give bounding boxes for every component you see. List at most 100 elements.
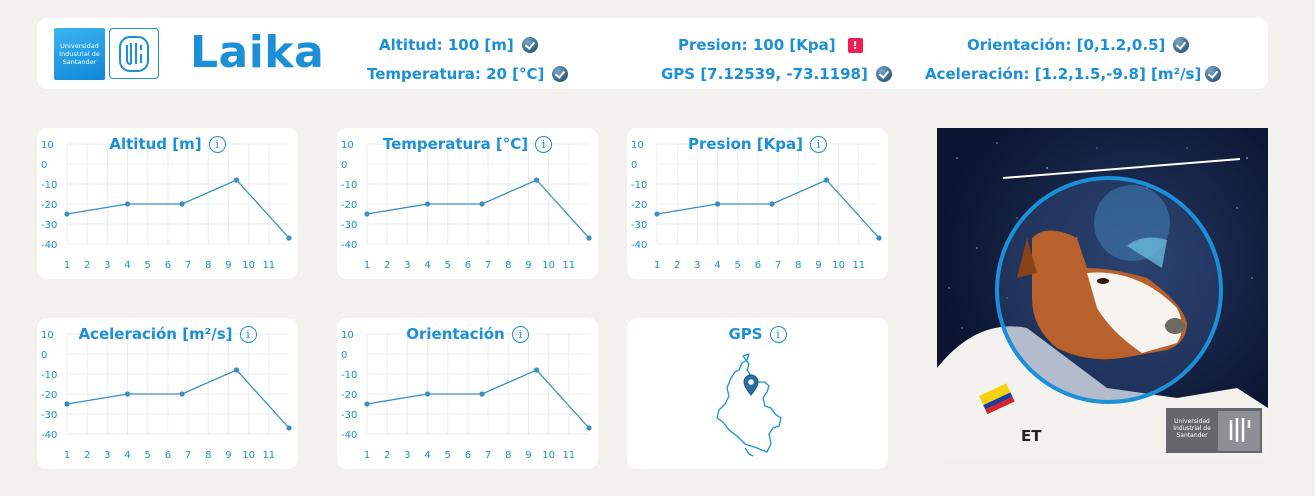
x-tick-label: 2: [674, 260, 680, 271]
status-altitud-label: Altitud: 100 [m]: [379, 36, 514, 54]
status-aceleracion-label: Aceleración: [1.2,1.5,-9.8] [m²/s]: [925, 65, 1202, 83]
y-tick-label: -10: [41, 180, 57, 191]
data-point: [479, 391, 485, 397]
y-tick-label: -40: [631, 240, 647, 251]
chart-card-altitud: 10 0 -10 -20 -30 -40 1 2 3 4 5 6 7 8 9 10 11 Altitud [m]…: [37, 128, 298, 279]
status-temperatura-label: Temperatura: 20 [°C]: [367, 65, 545, 83]
data-point: [179, 201, 185, 207]
info-icon[interactable]: i: [535, 136, 553, 153]
data-point: [769, 201, 775, 207]
chart-title: Aceleración [m²/s] i: [37, 325, 298, 343]
chart-altitud: 10 0 -10 -20 -30 -40 1 2 3 4 5 6 7 8 9 10 11: [41, 140, 292, 271]
x-tick-label: 10: [832, 260, 845, 271]
y-tick-label: -30: [341, 410, 357, 421]
chart-orientacion: 10 0 -10 -20 -30 -40 1 2 3 4 5 6 7 8 9 10 11: [341, 330, 592, 461]
check-icon: [1173, 37, 1190, 53]
x-tick-label: 3: [404, 450, 410, 461]
x-tick-label: 10: [542, 450, 555, 461]
y-tick-label: 0: [341, 160, 347, 171]
data-point: [179, 391, 185, 397]
y-tick-label: 0: [41, 160, 47, 171]
app-title: Laika: [190, 27, 325, 78]
status-presion: Presion: 100 [Kpa] !: [678, 36, 863, 54]
check-icon: [875, 66, 892, 82]
y-tick-label: -30: [341, 220, 357, 231]
series-line: [656, 179, 880, 239]
chart-card-orientacion: 10 0 -10 -20 -30 -40 1 2 3 4 5 6 7 8 9 10 11 Orientación…: [337, 318, 598, 469]
laika-astronaut-image: ET Universidad Industrial de Santander: [937, 128, 1268, 459]
chart-title: Temperatura [°C] i: [337, 135, 598, 153]
info-icon[interactable]: i: [810, 136, 828, 153]
alert-icon: !: [847, 37, 863, 53]
x-tick-label: 6: [165, 450, 171, 461]
x-tick-label: 9: [815, 260, 821, 271]
chart-temperatura: 10 0 -10 -20 -30 -40 1 2 3 4 5 6 7 8 9 10 11: [341, 140, 592, 271]
series-line: [366, 369, 590, 429]
y-tick-label: -40: [41, 430, 57, 441]
gps-card: GPS i: [627, 318, 888, 469]
x-tick-label: 4: [714, 260, 720, 271]
chart-aceleracion: 10 0 -10 -20 -30 -40 1 2 3 4 5 6 7 8 9 10 11: [41, 330, 292, 461]
x-tick-label: 5: [145, 260, 151, 271]
info-icon[interactable]: i: [208, 136, 226, 153]
y-tick-label: -20: [631, 200, 647, 211]
x-tick-label: 1: [654, 260, 660, 271]
chart-card-aceleracion: 10 0 -10 -20 -30 -40 1 2 3 4 5 6 7 8 9 10 11 Aceleración…: [37, 318, 298, 469]
x-tick-label: 7: [485, 260, 491, 271]
y-tick-label: 10: [631, 140, 644, 151]
status-aceleracion: Aceleración: [1.2,1.5,-9.8] [m²/s]: [925, 65, 1222, 83]
info-icon[interactable]: i: [239, 326, 257, 343]
chart-title: GPS i: [627, 325, 888, 343]
y-tick-label: -40: [341, 240, 357, 251]
et-patch-text: ET: [1021, 427, 1042, 445]
colombia-map-icon[interactable]: [709, 348, 789, 462]
x-tick-label: 2: [84, 260, 90, 271]
x-tick-label: 1: [64, 450, 70, 461]
data-point: [586, 425, 592, 431]
x-tick-label: 5: [145, 450, 151, 461]
data-point: [424, 391, 431, 397]
x-tick-label: 1: [364, 450, 370, 461]
x-tick-label: 8: [205, 450, 211, 461]
x-tick-label: 5: [445, 260, 451, 271]
check-icon: [521, 37, 538, 53]
location-pin-icon[interactable]: [743, 374, 759, 396]
x-tick-label: 7: [485, 450, 491, 461]
data-point: [364, 211, 370, 217]
y-tick-label: -30: [41, 410, 57, 421]
series-line: [66, 369, 290, 429]
y-tick-label: 0: [41, 350, 47, 361]
data-point: [124, 201, 131, 207]
y-tick-label: -20: [341, 200, 357, 211]
university-logo: Universidad Industrial de Santander: [54, 28, 105, 80]
chart-title: Presion [Kpa] i: [627, 135, 888, 153]
series-line: [66, 179, 290, 239]
info-icon[interactable]: i: [511, 326, 529, 343]
x-tick-label: 2: [84, 450, 90, 461]
x-tick-label: 1: [364, 260, 370, 271]
chart-title-text: Orientación: [406, 325, 505, 343]
y-tick-label: -30: [41, 220, 57, 231]
x-tick-label: 4: [424, 260, 430, 271]
chart-title-text: Aceleración [m²/s]: [78, 325, 233, 343]
data-point: [64, 401, 70, 407]
chart-title-text: Altitud [m]: [109, 135, 202, 153]
badge-text: Universidad Industrial de Santander: [1173, 418, 1211, 439]
y-tick-label: -20: [41, 390, 57, 401]
x-tick-label: 4: [424, 450, 430, 461]
data-point: [654, 211, 660, 217]
x-tick-label: 4: [124, 260, 130, 271]
y-tick-label: 10: [41, 330, 54, 341]
chart-title: Altitud [m] i: [37, 135, 298, 153]
y-tick-label: 0: [631, 160, 637, 171]
x-tick-label: 3: [104, 450, 110, 461]
y-tick-label: -10: [341, 180, 357, 191]
y-tick-label: -10: [341, 370, 357, 381]
data-point: [233, 177, 240, 183]
x-tick-label: 6: [465, 450, 471, 461]
x-tick-label: 11: [262, 450, 275, 461]
status-temperatura: Temperatura: 20 [°C]: [367, 65, 569, 83]
info-icon[interactable]: i: [769, 326, 787, 343]
x-tick-label: 3: [404, 260, 410, 271]
data-point: [286, 425, 292, 431]
